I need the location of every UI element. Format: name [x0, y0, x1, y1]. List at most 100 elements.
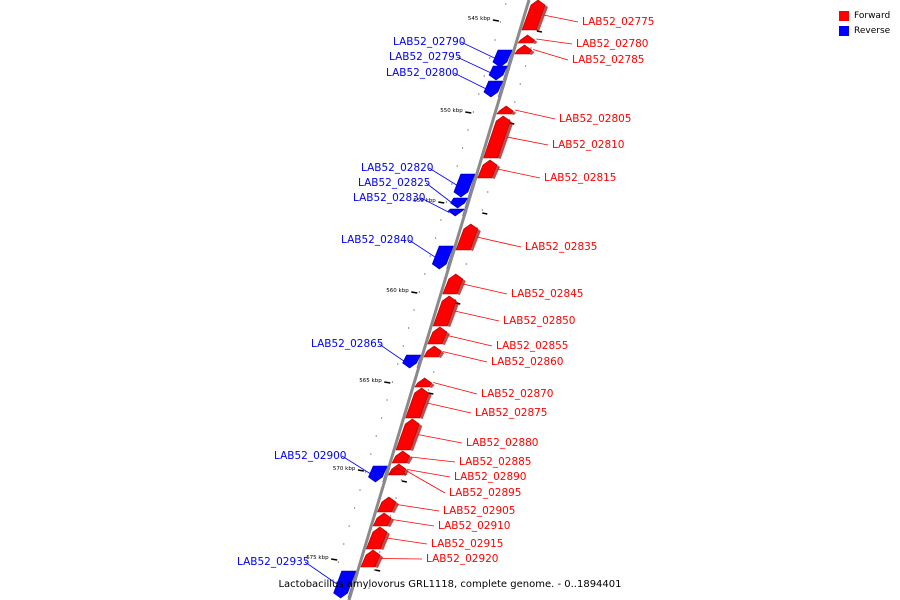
- tick-mark-right: [375, 569, 381, 572]
- minor-tick: [386, 399, 388, 401]
- tick-major: 560 kbp: [386, 288, 418, 294]
- gene-label: LAB52_02860: [491, 356, 564, 368]
- minor-tick: [530, 47, 532, 49]
- gene-lab52-02860[interactable]: LAB52_02860: [423, 345, 564, 368]
- gene-lab52-02850[interactable]: LAB52_02850: [432, 295, 576, 327]
- gene-lab52-02815[interactable]: LAB52_02815: [477, 159, 617, 184]
- tick-mark: [438, 201, 445, 204]
- minor-tick: [375, 435, 377, 437]
- gene-arrow-shade: [528, 50, 535, 55]
- minor-tick: [478, 93, 480, 95]
- gene-lab52-02935[interactable]: LAB52_02935: [237, 556, 359, 599]
- minor-tick: [408, 327, 410, 329]
- gene-lab52-02875[interactable]: LAB52_02875: [405, 387, 548, 419]
- gene-arrow[interactable]: [453, 173, 476, 198]
- minor-tick: [413, 309, 415, 311]
- gene-leader-line: [476, 236, 522, 248]
- gene-arrow[interactable]: [483, 80, 504, 98]
- gene-leader-line: [392, 519, 435, 527]
- gene-arrow[interactable]: [365, 526, 388, 550]
- gene-label: LAB52_02800: [386, 67, 459, 79]
- gene-arrow-shade: [428, 383, 435, 388]
- gene-arrow[interactable]: [427, 326, 448, 345]
- minor-tick: [343, 543, 345, 545]
- gene-arrow-shade: [402, 473, 408, 475]
- tick-mark-right: [428, 392, 434, 395]
- gene-arrow[interactable]: [333, 570, 357, 599]
- gene-arrow-shade: [387, 518, 395, 527]
- gene-lab52-02845[interactable]: LAB52_02845: [442, 273, 584, 300]
- gene-lab52-02865[interactable]: LAB52_02865: [311, 338, 424, 369]
- gene-arrow[interactable]: [517, 34, 535, 44]
- gene-arrow[interactable]: [402, 354, 421, 369]
- gene-lab52-02910[interactable]: LAB52_02910: [372, 512, 511, 532]
- gene-label: LAB52_02825: [358, 177, 431, 189]
- tick-major: 555 kbp: [413, 198, 445, 204]
- gene-lab52-02830[interactable]: LAB52_02830: [353, 192, 468, 217]
- gene-label: LAB52_02845: [511, 288, 584, 300]
- gene-lab52-02810[interactable]: LAB52_02810: [483, 115, 625, 159]
- gene-arrow[interactable]: [514, 44, 532, 55]
- gene-lab52-02920[interactable]: LAB52_02920: [360, 549, 499, 568]
- gene-arrow[interactable]: [423, 345, 442, 358]
- minor-tick: [391, 381, 393, 383]
- minor-tick: [364, 471, 366, 473]
- minor-tick: [456, 165, 458, 167]
- genome-caption: Lactobacillus amylovorus GRL1118, comple…: [278, 579, 622, 590]
- gene-lab52-02885[interactable]: LAB52_02885: [391, 450, 532, 468]
- gene-lab52-02855[interactable]: LAB52_02855: [427, 326, 569, 352]
- minor-tick: [519, 83, 521, 85]
- minor-tick: [487, 191, 489, 193]
- legend-item-reverse: Reverse: [839, 24, 890, 38]
- tick-mark-right: [536, 30, 543, 33]
- minor-tick: [424, 273, 426, 275]
- gene-label: LAB52_02785: [572, 54, 645, 66]
- gene-arrow[interactable]: [447, 208, 466, 217]
- gene-label: LAB52_02890: [454, 471, 527, 483]
- gene-arrow[interactable]: [368, 465, 388, 483]
- gene-label: LAB52_02850: [503, 315, 576, 327]
- gene-label: LAB52_02855: [496, 340, 569, 352]
- gene-leader-line: [456, 56, 492, 74]
- gene-lab52-02775[interactable]: LAB52_02775: [521, 0, 655, 31]
- gene-lab52-02825[interactable]: LAB52_02825: [358, 177, 471, 209]
- gene-label: LAB52_02790: [393, 36, 466, 48]
- tick-label: 560 kbp: [386, 288, 409, 294]
- gene-arrow[interactable]: [496, 105, 514, 115]
- gene-arrow[interactable]: [414, 377, 433, 388]
- gene-arrow[interactable]: [492, 49, 513, 68]
- gene-label: LAB52_02865: [311, 338, 384, 350]
- gene-leader-line: [460, 41, 496, 59]
- gene-arrow[interactable]: [431, 245, 454, 270]
- gene-lab52-02905[interactable]: LAB52_02905: [376, 496, 516, 517]
- gene-arrow[interactable]: [488, 65, 508, 81]
- gene-label: LAB52_02840: [341, 234, 414, 246]
- gene-arrow-shade: [380, 532, 390, 550]
- gene-label: LAB52_02830: [353, 192, 426, 204]
- minor-tick: [337, 561, 339, 563]
- gene-lab52-02880[interactable]: LAB52_02880: [395, 418, 539, 451]
- tick-major: 570 kbp: [333, 466, 365, 472]
- tick-major: 545 kbp: [468, 16, 500, 22]
- gene-lab52-02870[interactable]: LAB52_02870: [414, 377, 554, 400]
- gene-leader-line: [543, 14, 579, 23]
- gene-arrow[interactable]: [477, 159, 498, 179]
- tick-mark: [331, 558, 338, 561]
- gene-leader-line: [378, 343, 405, 362]
- gene-label: LAB52_02775: [582, 16, 655, 28]
- gene-lab52-02780[interactable]: LAB52_02780: [517, 34, 649, 50]
- gene-lab52-02835[interactable]: LAB52_02835: [455, 223, 598, 253]
- gene-label: LAB52_02835: [525, 241, 598, 253]
- gene-leader-line: [506, 136, 549, 146]
- gene-lab52-02785[interactable]: LAB52_02785: [514, 44, 645, 66]
- minor-tick: [499, 21, 501, 23]
- gene-lab52-02915[interactable]: LAB52_02915: [365, 526, 504, 550]
- gene-label: LAB52_02820: [361, 162, 434, 174]
- minor-tick: [402, 345, 404, 347]
- gene-lab52-02805[interactable]: LAB52_02805: [496, 105, 632, 125]
- gene-leader-line: [536, 38, 573, 45]
- minor-tick: [494, 39, 496, 41]
- gene-lab52-02840[interactable]: LAB52_02840: [341, 234, 457, 270]
- gene-lab52-02895[interactable]: LAB52_02895: [387, 467, 522, 499]
